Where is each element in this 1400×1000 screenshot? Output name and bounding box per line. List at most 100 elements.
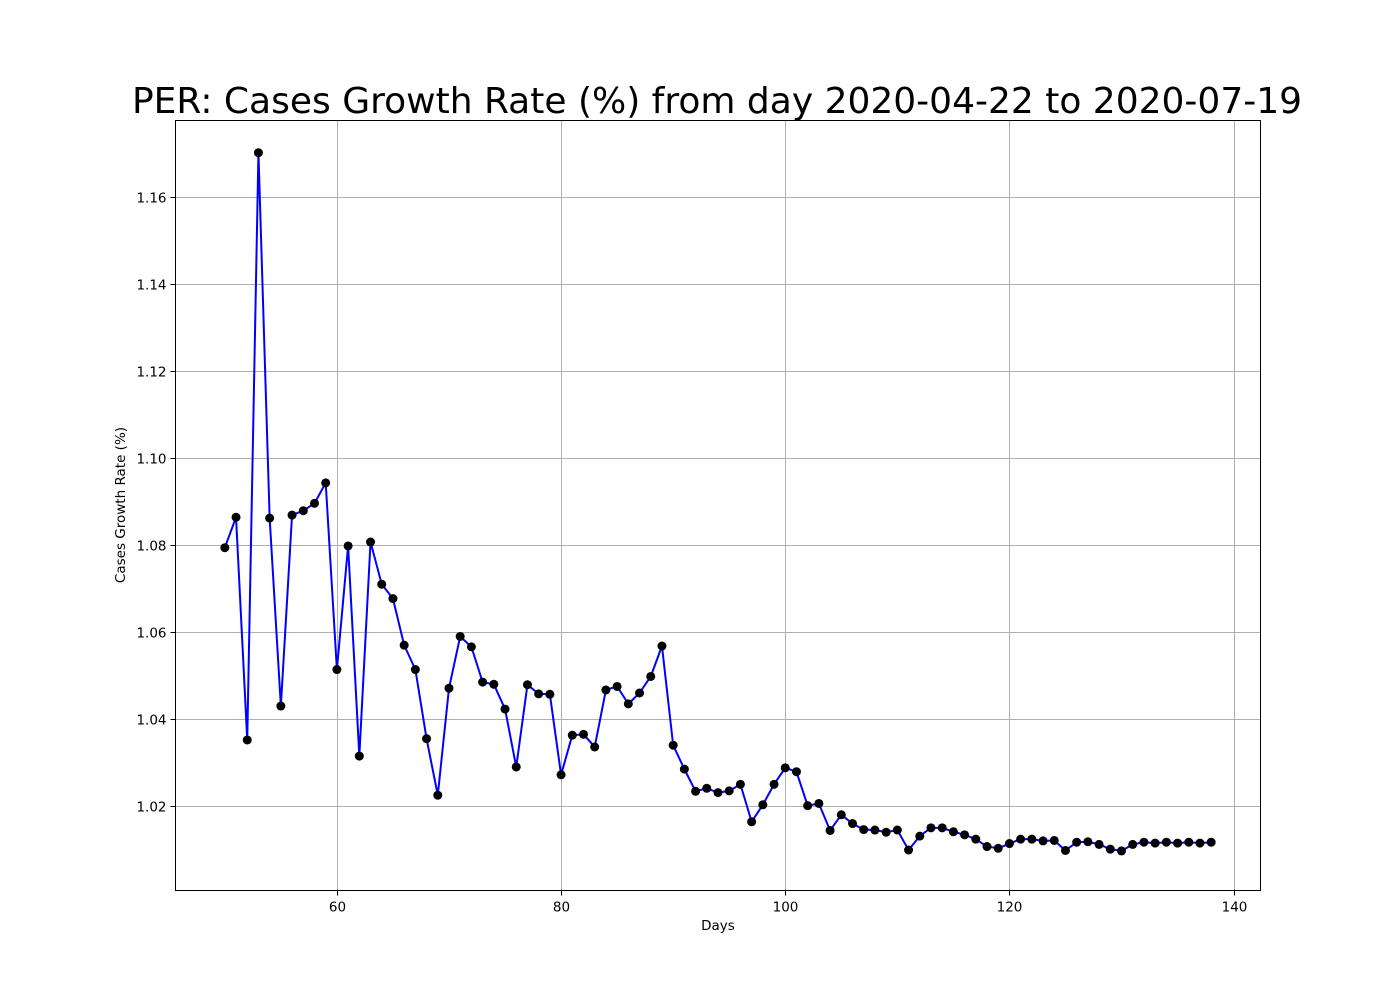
data-point	[567, 730, 577, 740]
x-tick-label: 100	[773, 900, 799, 916]
data-point	[253, 148, 263, 158]
data-point	[758, 800, 768, 810]
data-point	[545, 689, 555, 699]
data-point	[1105, 844, 1115, 854]
data-point	[399, 640, 409, 650]
y-axis-ticks: 1.02 1.04 1.06 1.08 1.10 1.12 1.14 1.16	[136, 191, 176, 816]
data-point	[343, 541, 353, 551]
y-tick-label: 1.04	[136, 713, 166, 729]
data-point	[713, 788, 723, 798]
data-point	[881, 827, 891, 837]
data-point	[1206, 837, 1216, 847]
data-point	[220, 543, 230, 553]
data-point	[242, 735, 252, 745]
data-point	[870, 825, 880, 835]
data-point	[679, 764, 689, 774]
x-tick-label: 120	[997, 900, 1023, 916]
data-point	[769, 779, 779, 789]
x-axis-label: Days	[701, 918, 735, 934]
data-point	[1173, 838, 1183, 848]
data-point	[579, 729, 588, 739]
data-point	[321, 478, 331, 488]
series-cases-growth-rate	[220, 148, 1216, 856]
data-point	[388, 594, 398, 604]
data-point	[590, 742, 600, 752]
x-axis-ticks: 60 80 100 120 140	[329, 890, 1248, 916]
plot-frame	[175, 120, 1261, 891]
y-tick-label: 1.12	[136, 365, 166, 381]
data-point	[735, 779, 745, 789]
data-point	[825, 825, 835, 835]
data-point	[1016, 834, 1026, 844]
data-point	[971, 834, 981, 844]
data-point	[747, 817, 757, 827]
data-point	[892, 825, 902, 835]
data-point	[478, 677, 488, 687]
data-point	[1027, 834, 1037, 844]
data-point	[657, 641, 667, 651]
data-point	[848, 819, 857, 829]
data-point	[522, 680, 532, 690]
data-point	[1049, 835, 1059, 845]
data-point	[791, 767, 801, 777]
data-point	[702, 783, 712, 793]
data-point	[1004, 839, 1014, 849]
data-point	[433, 790, 443, 800]
data-point	[1150, 838, 1160, 848]
y-tick-label: 1.02	[136, 800, 166, 816]
data-point	[926, 823, 936, 833]
data-point	[422, 734, 432, 744]
y-tick-label: 1.08	[136, 539, 166, 555]
data-point	[1072, 837, 1082, 847]
data-point	[276, 701, 286, 711]
data-point	[982, 842, 992, 852]
data-point	[612, 681, 622, 691]
data-point	[377, 579, 387, 589]
data-point	[500, 704, 510, 714]
data-point	[534, 689, 544, 699]
data-point	[332, 665, 342, 675]
y-axis-label: Cases Growth Rate (%)	[113, 427, 129, 583]
data-point	[1060, 845, 1070, 855]
chart-title: PER: Cases Growth Rate (%) from day 2020…	[132, 81, 1302, 122]
data-point	[668, 740, 678, 750]
data-point	[635, 688, 645, 698]
data-point	[298, 506, 308, 516]
data-point	[455, 631, 465, 641]
data-point	[915, 831, 925, 841]
data-point	[231, 512, 241, 522]
data-point	[836, 810, 846, 820]
data-point	[410, 665, 420, 675]
data-point	[1139, 837, 1149, 847]
data-point	[354, 751, 364, 761]
data-point	[691, 786, 701, 796]
y-tick-label: 1.16	[136, 191, 166, 207]
data-point	[859, 825, 869, 835]
x-tick-label: 60	[329, 900, 346, 916]
data-point	[1038, 836, 1048, 846]
x-tick-label: 80	[553, 900, 570, 916]
data-point	[1128, 839, 1138, 849]
data-point	[724, 786, 734, 796]
data-point	[646, 671, 656, 681]
data-point	[489, 679, 499, 689]
y-tick-label: 1.06	[136, 626, 166, 642]
data-point	[937, 823, 947, 833]
x-tick-label: 140	[1222, 900, 1248, 916]
data-point	[466, 642, 476, 652]
data-point	[1184, 837, 1194, 847]
data-point	[265, 513, 275, 523]
y-tick-label: 1.10	[136, 452, 166, 468]
data-point	[287, 510, 297, 520]
data-point	[960, 830, 970, 840]
data-point	[623, 699, 633, 709]
data-point	[904, 845, 914, 855]
series-line	[223, 151, 1212, 852]
data-point	[814, 798, 824, 808]
data-point	[780, 763, 790, 773]
data-point	[601, 685, 611, 695]
data-point	[1094, 839, 1104, 849]
data-point	[948, 827, 958, 837]
data-point	[1161, 837, 1171, 847]
data-point	[511, 762, 521, 772]
